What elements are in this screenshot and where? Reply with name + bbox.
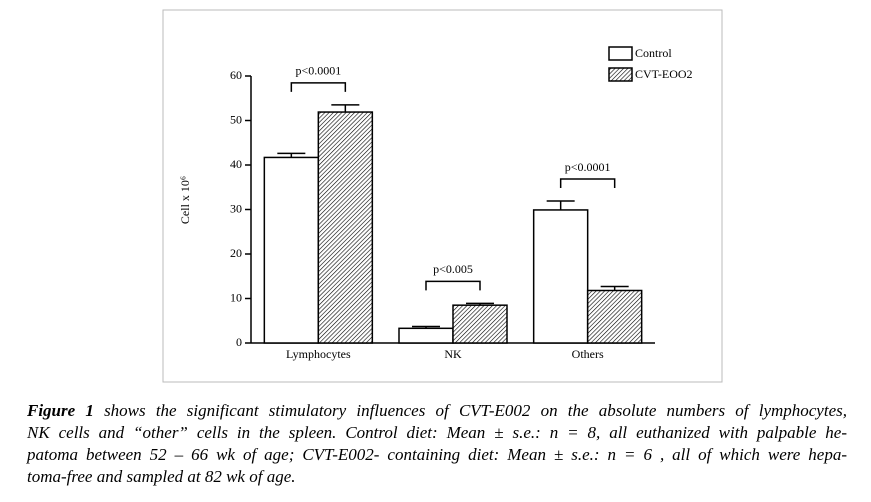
y-tick-label: 0	[236, 335, 242, 349]
caption-text: shows the significant stimulatory influe…	[93, 401, 847, 420]
y-tick-label: 30	[230, 201, 242, 215]
caption: Figure 1 shows the significant stimulato…	[27, 400, 847, 488]
caption-line: Figure 1 shows the significant stimulato…	[27, 400, 847, 422]
caption-line: NK cells and “other” cells in the spleen…	[27, 423, 847, 442]
legend-swatch	[608, 46, 633, 61]
y-axis-label: Cell x 10⁶	[178, 176, 192, 224]
annotation: p<0.0001	[565, 160, 611, 174]
bar	[317, 111, 374, 344]
annotation: p<0.005	[433, 262, 473, 276]
chart: Cell x 10⁶ 0 10 20 30 40 50 60 Lymphocytes p<0.0…	[162, 9, 723, 383]
bar	[586, 289, 643, 344]
bar	[263, 156, 320, 344]
x-tick-label: NK	[444, 347, 462, 361]
bar	[452, 304, 508, 344]
bar	[532, 209, 589, 344]
y-tick-label: 10	[230, 290, 242, 304]
significance-bracket	[425, 280, 481, 291]
legend-swatch	[608, 67, 633, 82]
legend-label: Control	[635, 46, 672, 60]
y-tick-label: 40	[230, 157, 242, 171]
caption-line: patoma between 52 – 66 wk of age; CVT-E0…	[27, 445, 847, 464]
annotation: p<0.0001	[295, 64, 341, 78]
bar	[398, 327, 454, 344]
y-tick-label: 20	[230, 246, 242, 260]
chart-frame	[162, 9, 723, 383]
y-tick-label: 50	[230, 112, 242, 126]
caption-label: Figure 1	[27, 401, 94, 420]
legend-label: CVT-EOO2	[635, 67, 693, 81]
x-tick-label: Lymphocytes	[286, 347, 351, 361]
caption-line: toma-free and sampled at 82 wk of age.	[27, 467, 296, 486]
significance-bracket	[559, 178, 616, 189]
significance-bracket	[290, 82, 347, 92]
y-tick-label: 60	[230, 68, 242, 82]
x-tick-label: Others	[572, 347, 604, 361]
